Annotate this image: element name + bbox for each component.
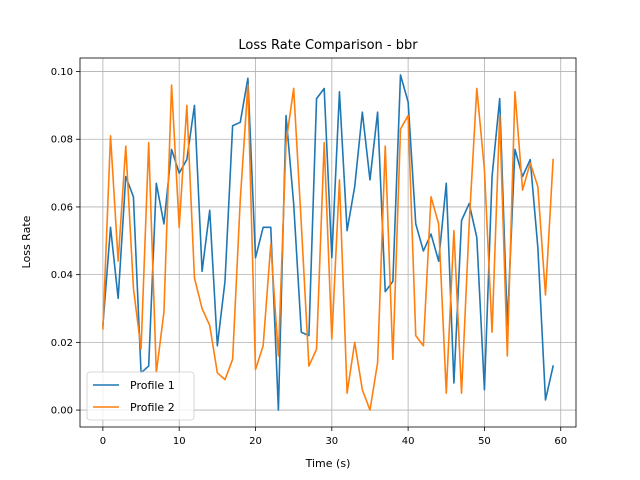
plot-frame [79, 57, 577, 428]
legend: Profile 1 Profile 2 [86, 371, 195, 421]
y-tick-label: 0.06 [51, 202, 73, 213]
y-tick-label: 0.10 [51, 67, 73, 78]
x-tick-label: 50 [478, 436, 491, 447]
y-tick-label: 0.02 [51, 338, 73, 349]
x-axis-label: Time (s) [305, 457, 351, 470]
series-line-profile-1 [102, 74, 555, 411]
x-axis-ticks: 0 10 20 30 40 50 60 [100, 427, 567, 447]
y-tick-label: 0.00 [51, 406, 73, 417]
x-tick-label: 40 [402, 436, 415, 447]
x-tick-label: 0 [100, 436, 106, 447]
chart-title: Loss Rate Comparison - bbr [238, 38, 418, 53]
series-line-profile-2 [102, 84, 554, 411]
y-tick-label: 0.04 [51, 270, 73, 281]
x-tick-label: 60 [554, 436, 567, 447]
y-tick-label: 0.08 [51, 135, 73, 146]
x-tick-label: 30 [325, 436, 338, 447]
y-axis-ticks: 0.00 0.02 0.04 0.06 0.08 0.10 [51, 67, 80, 417]
x-tick-label: 10 [173, 436, 186, 447]
legend-label-profile-1: Profile 1 [130, 379, 175, 392]
legend-label-profile-2: Profile 2 [130, 401, 175, 414]
x-tick-label: 20 [249, 436, 262, 447]
y-axis-label: Loss Rate [20, 215, 33, 268]
legend-box [86, 371, 195, 421]
series-layer [102, 74, 555, 411]
